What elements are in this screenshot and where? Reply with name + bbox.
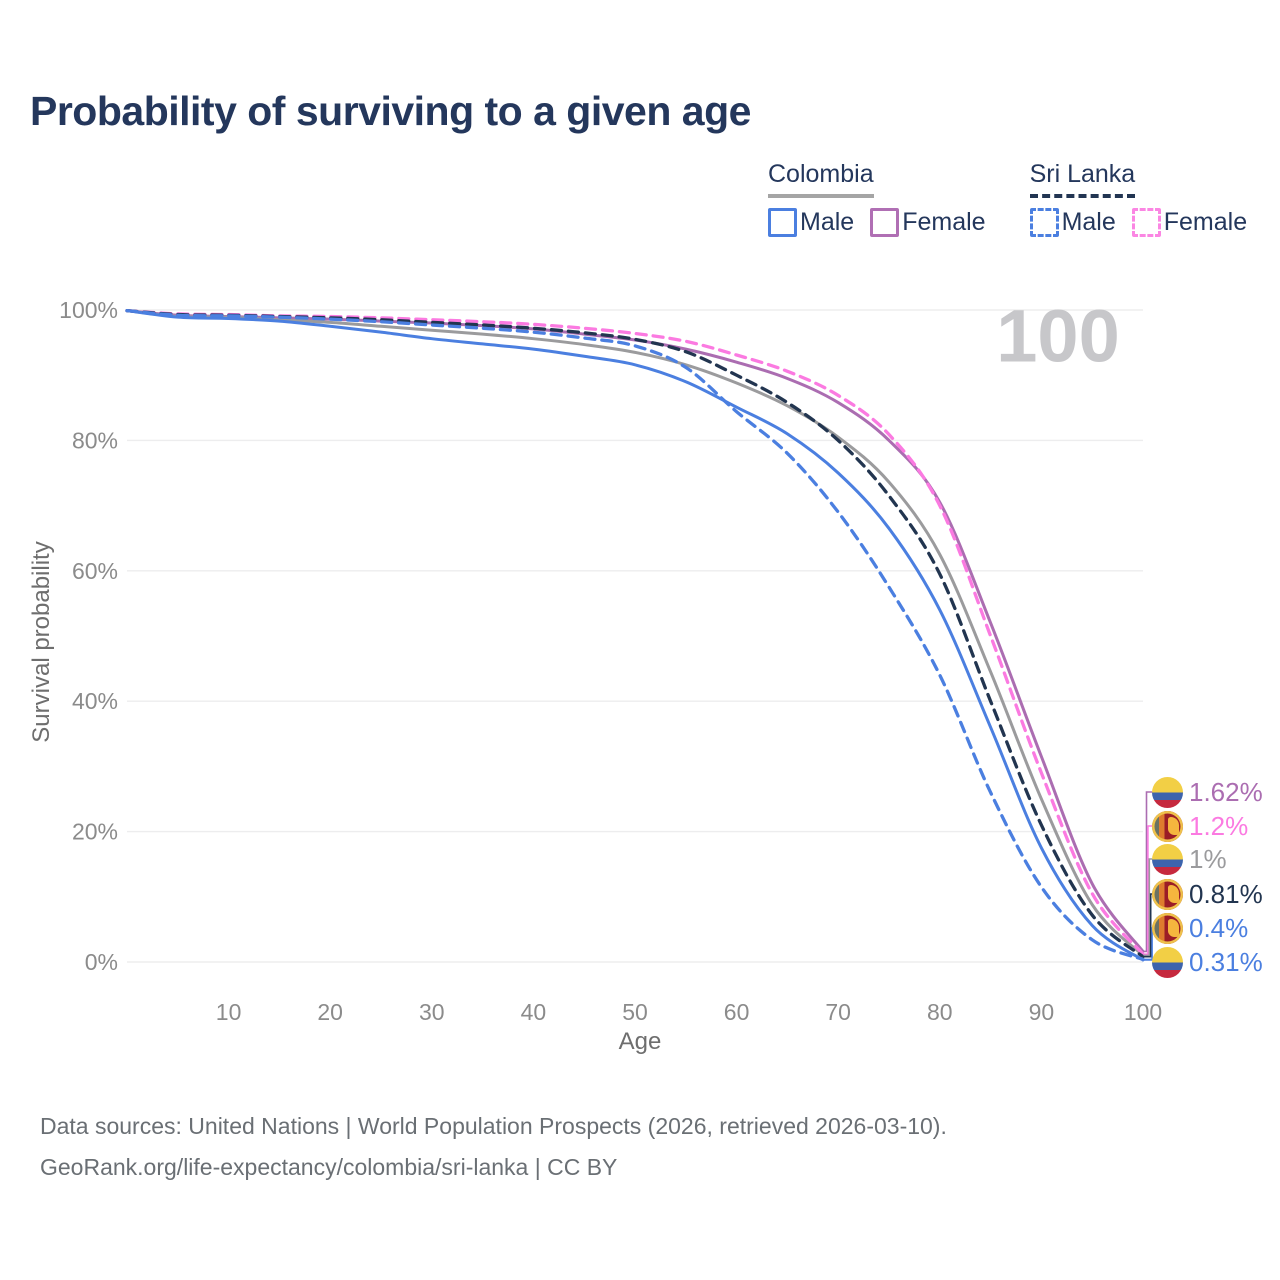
end-label-row-sri-lanka-female: 1.2% (1152, 810, 1248, 842)
legend-item-colombia-male[interactable]: Male (768, 208, 854, 237)
end-value-label: 0.81% (1189, 878, 1263, 909)
series-line-sri-lanka-female[interactable] (125, 309, 1145, 956)
end-value-label: 1.2% (1189, 810, 1249, 841)
legend-item-colombia-female[interactable]: Female (870, 208, 986, 237)
series-line-colombia-male[interactable] (125, 309, 1145, 962)
x-tick-label: 10 (216, 999, 242, 1025)
x-tick-label: 50 (622, 999, 648, 1025)
checkbox-sri-lanka-female-icon[interactable] (1131, 208, 1161, 237)
hovered-age-watermark: 100 (996, 294, 1120, 378)
sri-lanka-flag-icon (1152, 912, 1183, 944)
y-tick-label: 80% (72, 427, 118, 453)
x-tick-label: 20 (317, 999, 343, 1025)
end-label-row-sri-lanka-both-sexes: 0.81% (1152, 878, 1263, 910)
x-tick-label: 70 (825, 999, 851, 1025)
end-label-row-colombia-female: 1.62% (1152, 776, 1263, 808)
sri-lanka-flag-icon (1152, 810, 1183, 842)
series-line-colombia-female[interactable] (125, 309, 1145, 953)
legend-item-sri-lanka-female[interactable]: Female (1131, 208, 1247, 237)
sri-lanka-flag-icon (1152, 878, 1183, 910)
x-tick-label: 40 (521, 999, 547, 1025)
end-label-row-sri-lanka-male: 0.4% (1152, 912, 1248, 944)
legend-header-colombia: Colombia (768, 160, 874, 198)
end-label-row-colombia-male: 0.31% (1152, 946, 1263, 978)
footer: Data sources: United Nations | World Pop… (40, 1106, 947, 1188)
y-tick-label: 60% (72, 558, 118, 584)
end-value-label: 0.31% (1189, 946, 1263, 977)
y-axis-title: Survival probability (28, 541, 55, 743)
end-value-label: 1.62% (1189, 776, 1263, 807)
end-value-label: 1% (1189, 843, 1227, 874)
x-tick-label: 80 (927, 999, 953, 1025)
checkbox-colombia-male-icon[interactable] (768, 208, 797, 237)
checkbox-colombia-female-icon[interactable] (870, 208, 900, 237)
footer-sources: Data sources: United Nations | World Pop… (40, 1113, 947, 1139)
y-tick-label: 20% (72, 819, 118, 845)
end-value-label: 0.4% (1189, 912, 1249, 943)
y-tick-label: 100% (59, 297, 118, 323)
x-tick-label: 30 (419, 999, 445, 1025)
end-label-row-colombia-both-sexes: 1% (1152, 843, 1227, 875)
y-tick-label: 40% (72, 688, 118, 714)
x-tick-label: 90 (1029, 999, 1055, 1025)
legend-header-sri-lanka: Sri Lanka (1029, 160, 1136, 198)
colombia-flag-icon (1152, 843, 1183, 875)
page-title: Probability of surviving to a given age (30, 88, 751, 134)
end-label-connector-colombia-female (1143, 791, 1157, 953)
footer-attribution: GeoRank.org/life-expectancy/colombia/sri… (40, 1154, 618, 1180)
colombia-flag-icon (1152, 776, 1183, 808)
checkbox-sri-lanka-male-icon[interactable] (1029, 208, 1059, 237)
legend-item-sri-lanka-male[interactable]: Male (1029, 208, 1116, 237)
x-tick-label: 60 (724, 999, 750, 1025)
y-tick-label: 0% (85, 949, 118, 975)
legend-group-sri-lanka: Sri Lanka Male Female (1029, 160, 1247, 237)
x-tick-label: 100 (1124, 999, 1162, 1025)
colombia-flag-icon (1152, 946, 1183, 978)
legend: Colombia Male Female Sri Lanka Male (768, 160, 1247, 237)
x-axis-title: Age (618, 1028, 662, 1055)
series-line-sri-lanka-both-sexes[interactable] (125, 309, 1145, 959)
legend-group-colombia: Colombia Male Female (768, 160, 986, 237)
